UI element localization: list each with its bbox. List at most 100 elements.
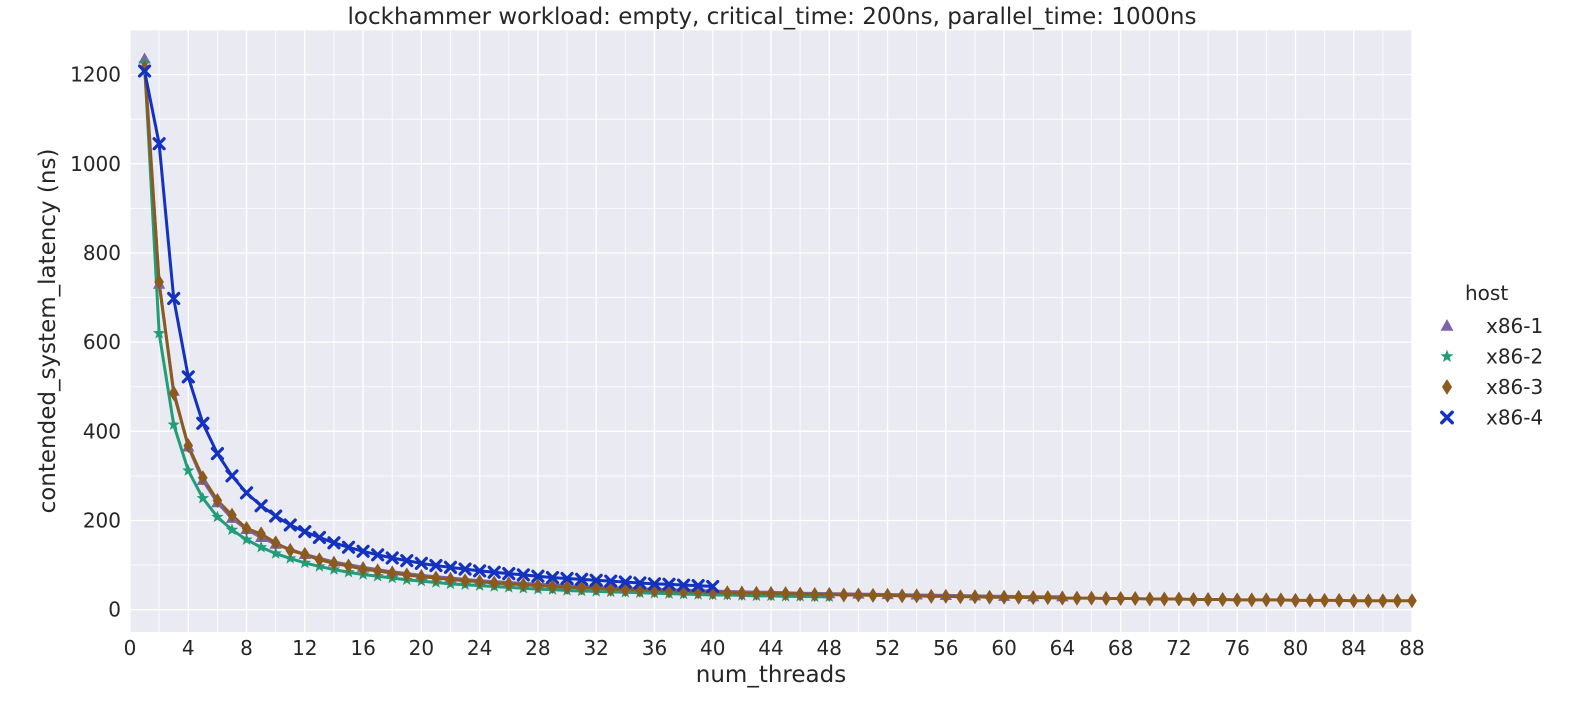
data-point: [341, 540, 356, 554]
data-point: [1086, 590, 1097, 606]
x-tick-label: 8: [240, 636, 253, 660]
data-point: [1319, 592, 1330, 608]
data-point: [562, 579, 572, 595]
data-point: [283, 518, 297, 532]
data-point: [1407, 593, 1417, 609]
x-tick-label: 84: [1341, 636, 1366, 660]
data-point: [897, 588, 907, 604]
data-point: [300, 546, 310, 562]
x-tick-label: 48: [817, 636, 842, 660]
data-point: [766, 586, 776, 602]
data-point: [225, 523, 239, 536]
x-axis-ticks: 0 4 8 12 16 20 24 28 32 36 40 44 48 52 56 60 64 68 72 76 80 8…: [124, 636, 1425, 660]
data-point: [487, 565, 501, 579]
data-point: [181, 370, 195, 384]
data-point: [167, 418, 180, 430]
data-point: [239, 486, 254, 500]
y-tick-label: 600: [83, 330, 121, 354]
data-point: [137, 64, 152, 78]
data-point: [1101, 591, 1111, 607]
data-point: [314, 552, 325, 568]
data-point: [780, 586, 791, 602]
data-point: [1130, 591, 1141, 607]
y-tick-label: 1200: [70, 63, 121, 87]
data-point: [241, 521, 252, 537]
data-point: [460, 573, 470, 589]
data-point: [269, 509, 283, 523]
series-markers: [137, 52, 1417, 609]
data-point: [1072, 590, 1082, 606]
x-tick-label: 0: [124, 636, 137, 660]
data-point: [547, 579, 558, 595]
x-tick-label: 4: [182, 636, 195, 660]
x-axis-label: num_threads: [696, 662, 846, 688]
series-points-x86-3: [139, 60, 1417, 609]
data-point: [1392, 593, 1403, 609]
data-point: [168, 385, 179, 401]
legend-marker-x86-4: [1440, 410, 1454, 425]
data-point: [576, 580, 587, 596]
legend-entry-label: x86-2: [1486, 345, 1543, 369]
data-point: [414, 556, 428, 570]
x-tick-label: 64: [1050, 636, 1075, 660]
data-point: [312, 530, 326, 545]
data-point: [385, 551, 399, 565]
data-point: [371, 548, 385, 562]
data-point: [545, 570, 560, 585]
data-point: [182, 464, 195, 476]
data-point: [662, 577, 676, 591]
data-point: [531, 569, 545, 583]
data-point: [270, 535, 281, 551]
data-point: [1203, 591, 1213, 607]
data-point: [503, 576, 514, 592]
data-point: [882, 587, 893, 603]
data-point: [1159, 591, 1170, 607]
data-point: [152, 137, 166, 151]
data-point: [429, 558, 443, 573]
data-point: [210, 447, 225, 461]
data-point: [196, 491, 210, 504]
data-point: [211, 510, 224, 523]
x-tick-label: 24: [467, 636, 492, 660]
data-point: [298, 525, 312, 539]
data-point: [1348, 593, 1359, 609]
data-point: [183, 438, 194, 454]
data-point: [533, 578, 543, 594]
data-point: [1232, 592, 1242, 608]
data-point: [1115, 591, 1126, 607]
data-point: [911, 588, 922, 604]
data-point: [474, 574, 485, 590]
data-point: [575, 572, 589, 586]
data-point: [401, 567, 412, 583]
legend-title: host: [1465, 281, 1508, 305]
data-point: [1042, 590, 1053, 606]
data-point: [1217, 591, 1228, 607]
y-tick-label: 800: [83, 241, 121, 265]
data-point: [824, 587, 835, 603]
x-tick-label: 44: [758, 636, 783, 660]
data-point: [999, 589, 1009, 605]
data-point: [984, 589, 995, 605]
data-point: [167, 291, 181, 306]
data-point: [196, 416, 210, 430]
x-tick-label: 60: [991, 636, 1016, 660]
data-point: [256, 526, 266, 542]
data-point: [254, 540, 268, 553]
data-point: [1028, 590, 1039, 606]
data-point: [1378, 593, 1388, 609]
data-point: [445, 571, 456, 587]
data-point: [1363, 593, 1374, 609]
data-point: [1174, 591, 1184, 607]
data-point: [502, 566, 516, 581]
grid: [129, 29, 1413, 632]
y-tick-label: 1000: [70, 152, 121, 176]
legend: host x86-1 x86-2 x86-3 x86-4: [1440, 281, 1543, 430]
series-line-x86-3: [143, 67, 1412, 603]
data-point: [722, 585, 733, 601]
data-point: [676, 578, 691, 592]
data-point: [1276, 592, 1286, 608]
data-point: [343, 558, 354, 574]
x-tick-label: 28: [525, 636, 550, 660]
data-point: [400, 554, 414, 568]
